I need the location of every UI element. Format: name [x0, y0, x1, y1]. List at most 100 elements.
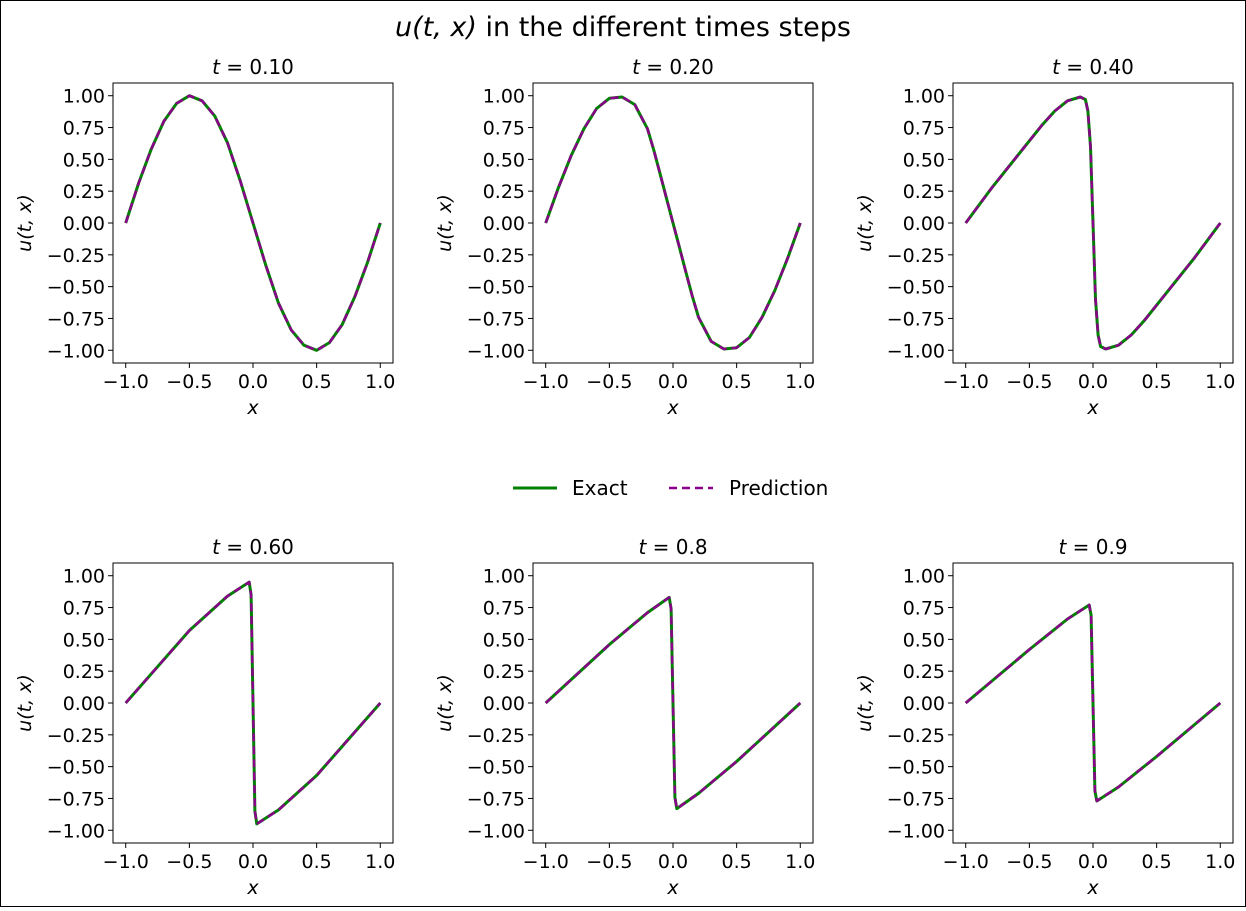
- subplot-title-value: = 0.9: [1066, 535, 1127, 559]
- y-tick-label: −0.50: [47, 277, 105, 299]
- subplot-title: t = 0.10: [212, 55, 294, 79]
- y-tick-label: 0.25: [483, 661, 525, 683]
- y-tick-label: 1.00: [903, 86, 945, 108]
- x-axis-label: x: [246, 877, 259, 899]
- legend-label: Prediction: [729, 476, 828, 500]
- y-axis-label: u(t, x): [854, 194, 876, 252]
- y-axis-label: u(t, x): [14, 674, 36, 732]
- legend-item-exact: Exact: [513, 476, 628, 500]
- figure-title-text: in the different times steps: [477, 12, 851, 43]
- x-tick-label: 1.0: [365, 851, 395, 873]
- y-tick-label: 0.25: [483, 181, 525, 203]
- y-tick-label: −0.25: [47, 725, 105, 747]
- x-tick-label: −0.5: [166, 851, 212, 873]
- subplot-title: t = 0.60: [212, 535, 294, 559]
- series-line-exact: [964, 603, 1222, 803]
- x-tick-label: −0.5: [1006, 371, 1052, 393]
- x-tick-label: −0.5: [1006, 851, 1052, 873]
- y-tick-label: 0.50: [63, 149, 105, 171]
- y-tick-label: 0.25: [903, 661, 945, 683]
- y-tick-label: −0.75: [467, 308, 525, 330]
- y-tick-label: 1.00: [483, 566, 525, 588]
- y-tick-label: 1.00: [903, 566, 945, 588]
- y-tick-label: 1.00: [63, 86, 105, 108]
- x-tick-label: −0.5: [586, 371, 632, 393]
- x-axis-label: x: [666, 397, 679, 419]
- y-tick-label: 0.50: [63, 629, 105, 651]
- y-tick-label: −1.00: [887, 820, 945, 842]
- y-tick-label: 0.50: [483, 149, 525, 171]
- x-tick-label: 0.0: [1078, 371, 1108, 393]
- subplot-title-value: = 0.20: [640, 55, 714, 79]
- y-tick-label: −0.25: [887, 725, 945, 747]
- subplot-title-value: = 0.8: [646, 535, 707, 559]
- subplot-title: t = 0.9: [1058, 535, 1127, 559]
- x-tick-label: 0.0: [238, 851, 268, 873]
- y-tick-label: 0.25: [903, 181, 945, 203]
- x-tick-label: −1.0: [943, 371, 989, 393]
- x-tick-label: −1.0: [103, 371, 149, 393]
- figure-title: u(t, x) in the different times steps: [395, 12, 851, 43]
- x-tick-label: 0.5: [722, 851, 752, 873]
- y-tick-label: 0.50: [483, 629, 525, 651]
- y-tick-label: −0.75: [47, 788, 105, 810]
- y-tick-label: −0.50: [467, 757, 525, 779]
- y-tick-label: −0.50: [47, 757, 105, 779]
- legend: Exact Prediction: [513, 476, 828, 500]
- y-tick-label: 0.75: [63, 118, 105, 140]
- subplot-6: −1.0 −0.5 0.0 0.5 1.0 1.00 0.75 0.50 0.25 0.00 −0.…: [854, 535, 1235, 899]
- x-tick-label: 0.5: [722, 371, 752, 393]
- subplot-title: t = 0.8: [638, 535, 707, 559]
- subplot-title: t = 0.20: [632, 55, 714, 79]
- x-tick-label: −1.0: [943, 851, 989, 873]
- y-tick-label: 0.00: [903, 693, 945, 715]
- series-line-exact: [544, 595, 802, 811]
- y-tick-label: −0.25: [467, 245, 525, 267]
- x-tick-label: 1.0: [365, 371, 395, 393]
- legend-item-prediction: Prediction: [669, 476, 828, 500]
- y-tick-label: 0.75: [63, 598, 105, 620]
- y-tick-label: 0.00: [903, 213, 945, 235]
- y-tick-label: 0.75: [483, 118, 525, 140]
- series-line-exact: [124, 580, 382, 826]
- subplot-title-var: t: [212, 535, 221, 559]
- x-axis-label: x: [1086, 877, 1099, 899]
- x-tick-label: 0.0: [658, 371, 688, 393]
- y-tick-label: −0.75: [887, 788, 945, 810]
- y-tick-label: 0.00: [63, 693, 105, 715]
- x-tick-label: 0.5: [302, 851, 332, 873]
- subplot-title-value: = 0.40: [1060, 55, 1134, 79]
- y-tick-label: 0.00: [483, 213, 525, 235]
- x-tick-label: 0.5: [1142, 371, 1172, 393]
- x-tick-label: 0.5: [1142, 851, 1172, 873]
- y-tick-label: −0.25: [887, 245, 945, 267]
- y-tick-label: −1.00: [467, 820, 525, 842]
- subplot-title-var: t: [638, 535, 647, 559]
- subplot-3: −1.0 −0.5 0.0 0.5 1.0 1.00 0.75 0.50 0.25 0.00 −0.…: [854, 55, 1235, 419]
- y-tick-label: −0.75: [467, 788, 525, 810]
- subplot-grid: −1.0 −0.5 0.0 0.5 1.0 1.00 0.75 0.50 0.25 0.00 −0.…: [14, 55, 1235, 899]
- series-line-exact: [544, 95, 802, 351]
- x-tick-label: −1.0: [103, 851, 149, 873]
- y-axis-label: u(t, x): [434, 674, 456, 732]
- subplot-title-var: t: [632, 55, 641, 79]
- y-tick-label: 0.00: [483, 693, 525, 715]
- y-axis-label: u(t, x): [854, 674, 876, 732]
- x-tick-label: −0.5: [166, 371, 212, 393]
- y-tick-label: −0.25: [467, 725, 525, 747]
- y-tick-label: 0.75: [903, 118, 945, 140]
- figure-title-math: u(t, x): [395, 12, 477, 43]
- x-axis-label: x: [246, 397, 259, 419]
- subplot-title: t = 0.40: [1052, 55, 1134, 79]
- y-tick-label: −1.00: [47, 340, 105, 362]
- x-tick-label: 0.0: [238, 371, 268, 393]
- subplot-title-var: t: [1052, 55, 1061, 79]
- y-tick-label: 0.50: [903, 149, 945, 171]
- x-axis-label: x: [666, 877, 679, 899]
- x-tick-label: 1.0: [785, 851, 815, 873]
- subplot-1: −1.0 −0.5 0.0 0.5 1.0 1.00 0.75 0.50 0.25 0.00 −0.…: [14, 55, 395, 419]
- subplot-title-value: = 0.60: [220, 535, 294, 559]
- y-axis-label: u(t, x): [14, 194, 36, 252]
